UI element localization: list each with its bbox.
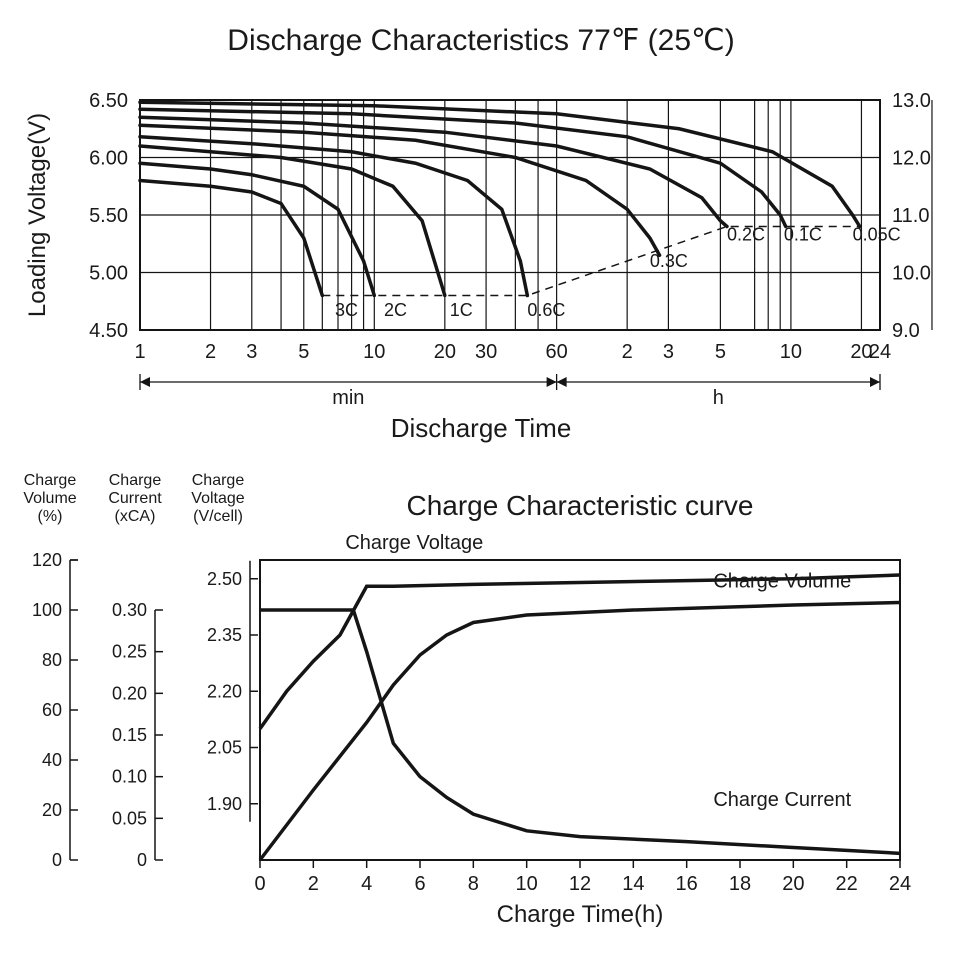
svg-text:2.35: 2.35: [207, 625, 242, 645]
series-label-0.6C: 0.6C: [527, 300, 565, 320]
svg-text:12: 12: [569, 873, 591, 895]
svg-text:0.30: 0.30: [112, 600, 147, 620]
series-0.1C: [140, 109, 786, 226]
svg-text:8: 8: [468, 873, 479, 895]
svg-text:80: 80: [42, 650, 62, 670]
svg-text:Charge Time(h): Charge Time(h): [497, 901, 664, 928]
svg-text:5.00: 5.00: [89, 263, 128, 285]
svg-text:2: 2: [205, 341, 216, 363]
svg-text:20: 20: [42, 800, 62, 820]
svg-text:10: 10: [780, 341, 802, 363]
svg-text:14: 14: [622, 873, 644, 895]
svg-text:2: 2: [622, 341, 633, 363]
svg-text:120: 120: [32, 550, 62, 570]
svg-text:0.25: 0.25: [112, 642, 147, 662]
svg-text:0: 0: [254, 873, 265, 895]
series-charge-current: [260, 610, 900, 853]
svg-text:0.05: 0.05: [112, 808, 147, 828]
series-charge-voltage: [260, 575, 900, 729]
discharge-chart: Discharge Characteristics 77℉ (25℃) 4.50 9…: [24, 24, 932, 443]
svg-text:30: 30: [475, 341, 497, 363]
svg-text:h: h: [713, 387, 724, 409]
series-label-1C: 1C: [450, 300, 473, 320]
svg-text:0.10: 0.10: [112, 767, 147, 787]
svg-text:Voltage: Voltage: [191, 490, 244, 507]
svg-text:60: 60: [42, 700, 62, 720]
series-label-2C: 2C: [384, 300, 407, 320]
svg-text:6.00: 6.00: [89, 148, 128, 170]
svg-text:0: 0: [137, 850, 147, 870]
svg-text:2.05: 2.05: [207, 738, 242, 758]
svg-text:0.15: 0.15: [112, 725, 147, 745]
svg-text:16: 16: [676, 873, 698, 895]
svg-text:22: 22: [836, 873, 858, 895]
svg-text:10: 10: [363, 341, 385, 363]
svg-text:60: 60: [545, 341, 567, 363]
svg-text:Discharge Time: Discharge Time: [391, 413, 572, 443]
svg-text:5: 5: [298, 341, 309, 363]
svg-text:12.0: 12.0: [892, 148, 931, 170]
svg-text:24: 24: [869, 341, 891, 363]
series-0.6C: [140, 137, 527, 296]
svg-text:40: 40: [42, 750, 62, 770]
svg-text:18: 18: [729, 873, 751, 895]
svg-text:2: 2: [308, 873, 319, 895]
svg-text:100: 100: [32, 600, 62, 620]
svg-text:5.50: 5.50: [89, 205, 128, 227]
svg-text:10: 10: [516, 873, 538, 895]
svg-text:0.20: 0.20: [112, 683, 147, 703]
svg-text:2.50: 2.50: [207, 569, 242, 589]
svg-text:Charge: Charge: [24, 472, 77, 489]
svg-text:Charge: Charge: [192, 472, 245, 489]
svg-text:24: 24: [889, 873, 911, 895]
series-label-0.05C: 0.05C: [853, 224, 901, 244]
svg-text:9.0: 9.0: [892, 320, 920, 342]
svg-text:13.0: 13.0: [892, 90, 931, 112]
series-3C: [140, 181, 322, 296]
series-label-0.1C: 0.1C: [784, 224, 822, 244]
svg-text:Charge Voltage: Charge Voltage: [345, 532, 483, 554]
svg-text:0: 0: [52, 850, 62, 870]
svg-text:3: 3: [663, 341, 674, 363]
svg-text:4.50: 4.50: [89, 320, 128, 342]
svg-text:1: 1: [134, 341, 145, 363]
charge-title: Charge Characteristic curve: [406, 490, 753, 521]
series-0.3C: [140, 125, 660, 255]
svg-text:1.90: 1.90: [207, 794, 242, 814]
svg-text:10.0: 10.0: [892, 263, 931, 285]
svg-text:6: 6: [414, 873, 425, 895]
charge-chart: Charge Characteristic curveChargeVolume(…: [23, 472, 911, 928]
svg-text:Charge Volume: Charge Volume: [713, 571, 851, 593]
svg-text:Charge Current: Charge Current: [713, 789, 851, 811]
svg-text:(xCA): (xCA): [115, 508, 156, 525]
svg-text:Current: Current: [108, 490, 162, 507]
discharge-title: Discharge Characteristics 77℉ (25℃): [227, 24, 734, 57]
svg-text:Volume: Volume: [23, 490, 76, 507]
series-label-0.3C: 0.3C: [650, 251, 688, 271]
svg-text:20: 20: [434, 341, 456, 363]
svg-text:20: 20: [782, 873, 804, 895]
svg-text:4: 4: [361, 873, 372, 895]
svg-text:2.20: 2.20: [207, 681, 242, 701]
svg-text:min: min: [332, 387, 364, 409]
series-label-0.2C: 0.2C: [727, 224, 765, 244]
svg-text:6.50: 6.50: [89, 90, 128, 112]
svg-text:(%): (%): [38, 508, 63, 525]
svg-text:Charge: Charge: [109, 472, 162, 489]
series-charge-volume: [260, 603, 900, 861]
series-label-3C: 3C: [335, 300, 358, 320]
svg-text:Loading Voltage(V): Loading Voltage(V): [24, 113, 51, 317]
svg-text:5: 5: [715, 341, 726, 363]
svg-text:(V/cell): (V/cell): [193, 508, 243, 525]
svg-text:3: 3: [246, 341, 257, 363]
